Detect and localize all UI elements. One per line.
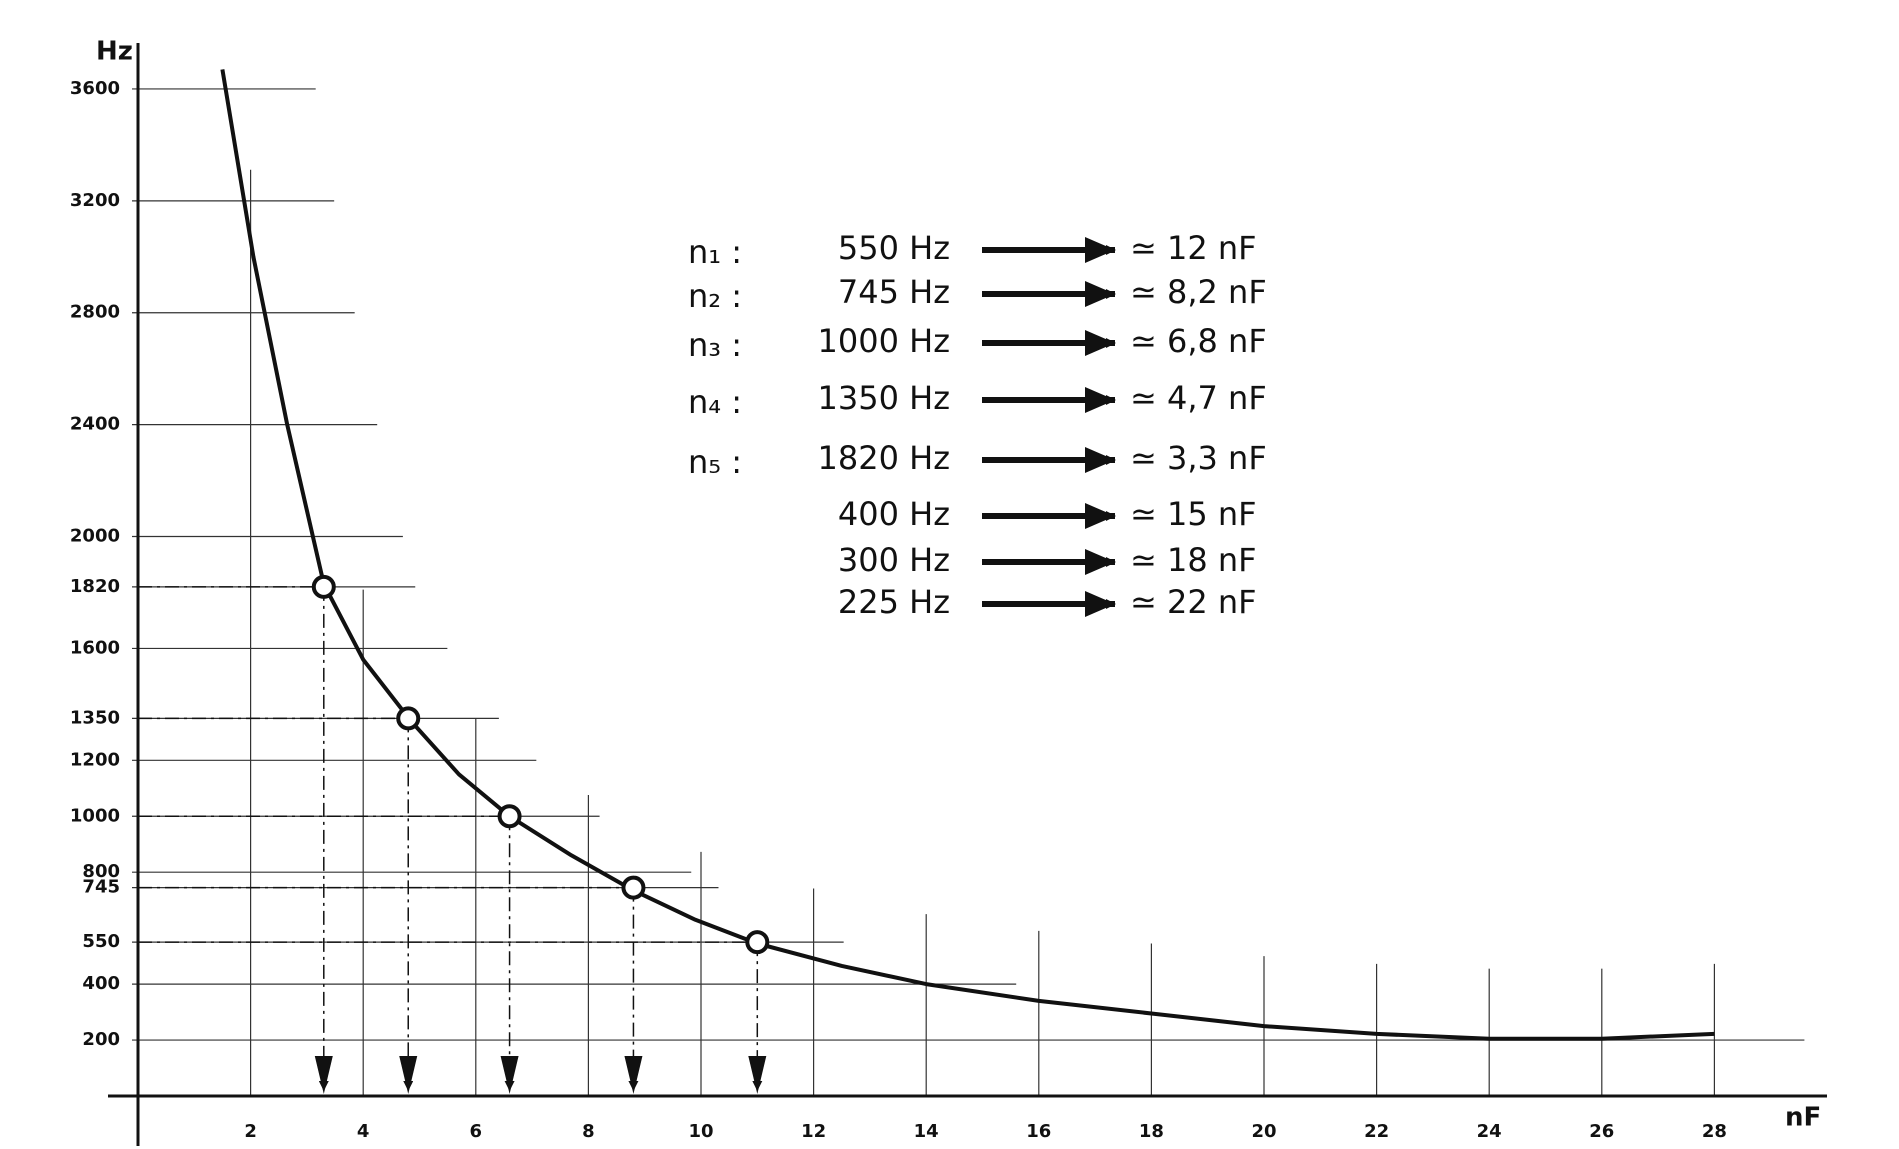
x-tick-label: 8 [582,1121,595,1142]
arrow-head [500,1056,519,1094]
x-tick-label: 12 [801,1121,826,1142]
y-tick-label: 200 [82,1029,120,1050]
table-frequency: 300 Hz [838,541,950,579]
table-frequency: 550 Hz [838,229,950,267]
arrow-head [399,1056,418,1094]
x-tick-label: 22 [1364,1121,1389,1142]
x-tick-label: 26 [1589,1121,1614,1142]
x-tick-label: 2 [244,1121,257,1142]
y-tick-label: 1350 [70,707,120,728]
y-tick-label: 1200 [70,749,120,770]
table-label: n₅ : [688,443,742,481]
point [497,804,522,829]
y-tick-label: 1820 [70,576,120,597]
table-label: n₁ : [688,233,742,271]
table-frequency: 1350 Hz [818,379,950,417]
table-arrow-head [1085,503,1115,529]
x-tick-label: 14 [914,1121,939,1142]
y-tick-label: 800 [82,861,120,882]
curve [220,69,1715,1041]
table-label: n₂ : [688,277,742,315]
y-tick-label: 3600 [70,78,120,99]
y-tick-label: 1600 [70,637,120,658]
table-frequency: 1000 Hz [818,322,950,360]
table-arrow-head [1085,591,1115,617]
y-tick-label: 2000 [70,526,120,547]
table-capacitance: ≃ 8,2 nF [1130,273,1267,311]
table-frequency: 225 Hz [838,583,950,621]
table-arrow-head [1085,237,1115,263]
x-tick-label: 24 [1477,1121,1502,1142]
x-tick-label: 6 [470,1121,483,1142]
y-tick-label: 2800 [70,302,120,323]
x-tick-label: 28 [1702,1121,1727,1142]
table-capacitance: ≃ 4,7 nF [1130,379,1267,417]
point [745,930,770,955]
table-frequency: 1820 Hz [818,439,950,477]
y-tick-label: 1000 [70,805,120,826]
table-capacitance: ≃ 22 nF [1130,583,1257,621]
arrow-head [314,1056,333,1094]
x-tick-label: 4 [357,1121,370,1142]
table-label: n₃ : [688,326,742,364]
x-axis-label: nF [1785,1103,1821,1133]
table-capacitance: ≃ 3,3 nF [1130,439,1267,477]
table-capacitance: ≃ 12 nF [1130,229,1257,267]
y-tick-label: 400 [82,973,120,994]
table-capacitance: ≃ 15 nF [1130,495,1257,533]
table-arrow-head [1085,281,1115,307]
x-tick-label: 10 [688,1121,713,1142]
table-frequency: 745 Hz [838,273,950,311]
y-tick-label: 3200 [70,190,120,211]
x-tick-label: 18 [1139,1121,1164,1142]
table-arrow-head [1085,387,1115,413]
y-tick-label: 2400 [70,414,120,435]
point [396,706,421,731]
table-arrow-head [1085,549,1115,575]
point [311,574,336,599]
arrow-head [624,1056,643,1094]
table-label: n₄ : [688,383,742,421]
point [621,875,646,900]
x-tick-label: 20 [1251,1121,1276,1142]
table-arrow-head [1085,447,1115,473]
y-tick-label: 550 [82,931,120,952]
x-tick-label: 16 [1026,1121,1051,1142]
y-tick-label: 745 [82,877,120,898]
y-axis-label: Hz [96,37,133,67]
table-frequency: 400 Hz [838,495,950,533]
arrow-head [748,1056,767,1094]
table-arrow-head [1085,330,1115,356]
table-capacitance: ≃ 6,8 nF [1130,322,1267,360]
table-capacitance: ≃ 18 nF [1130,541,1257,579]
